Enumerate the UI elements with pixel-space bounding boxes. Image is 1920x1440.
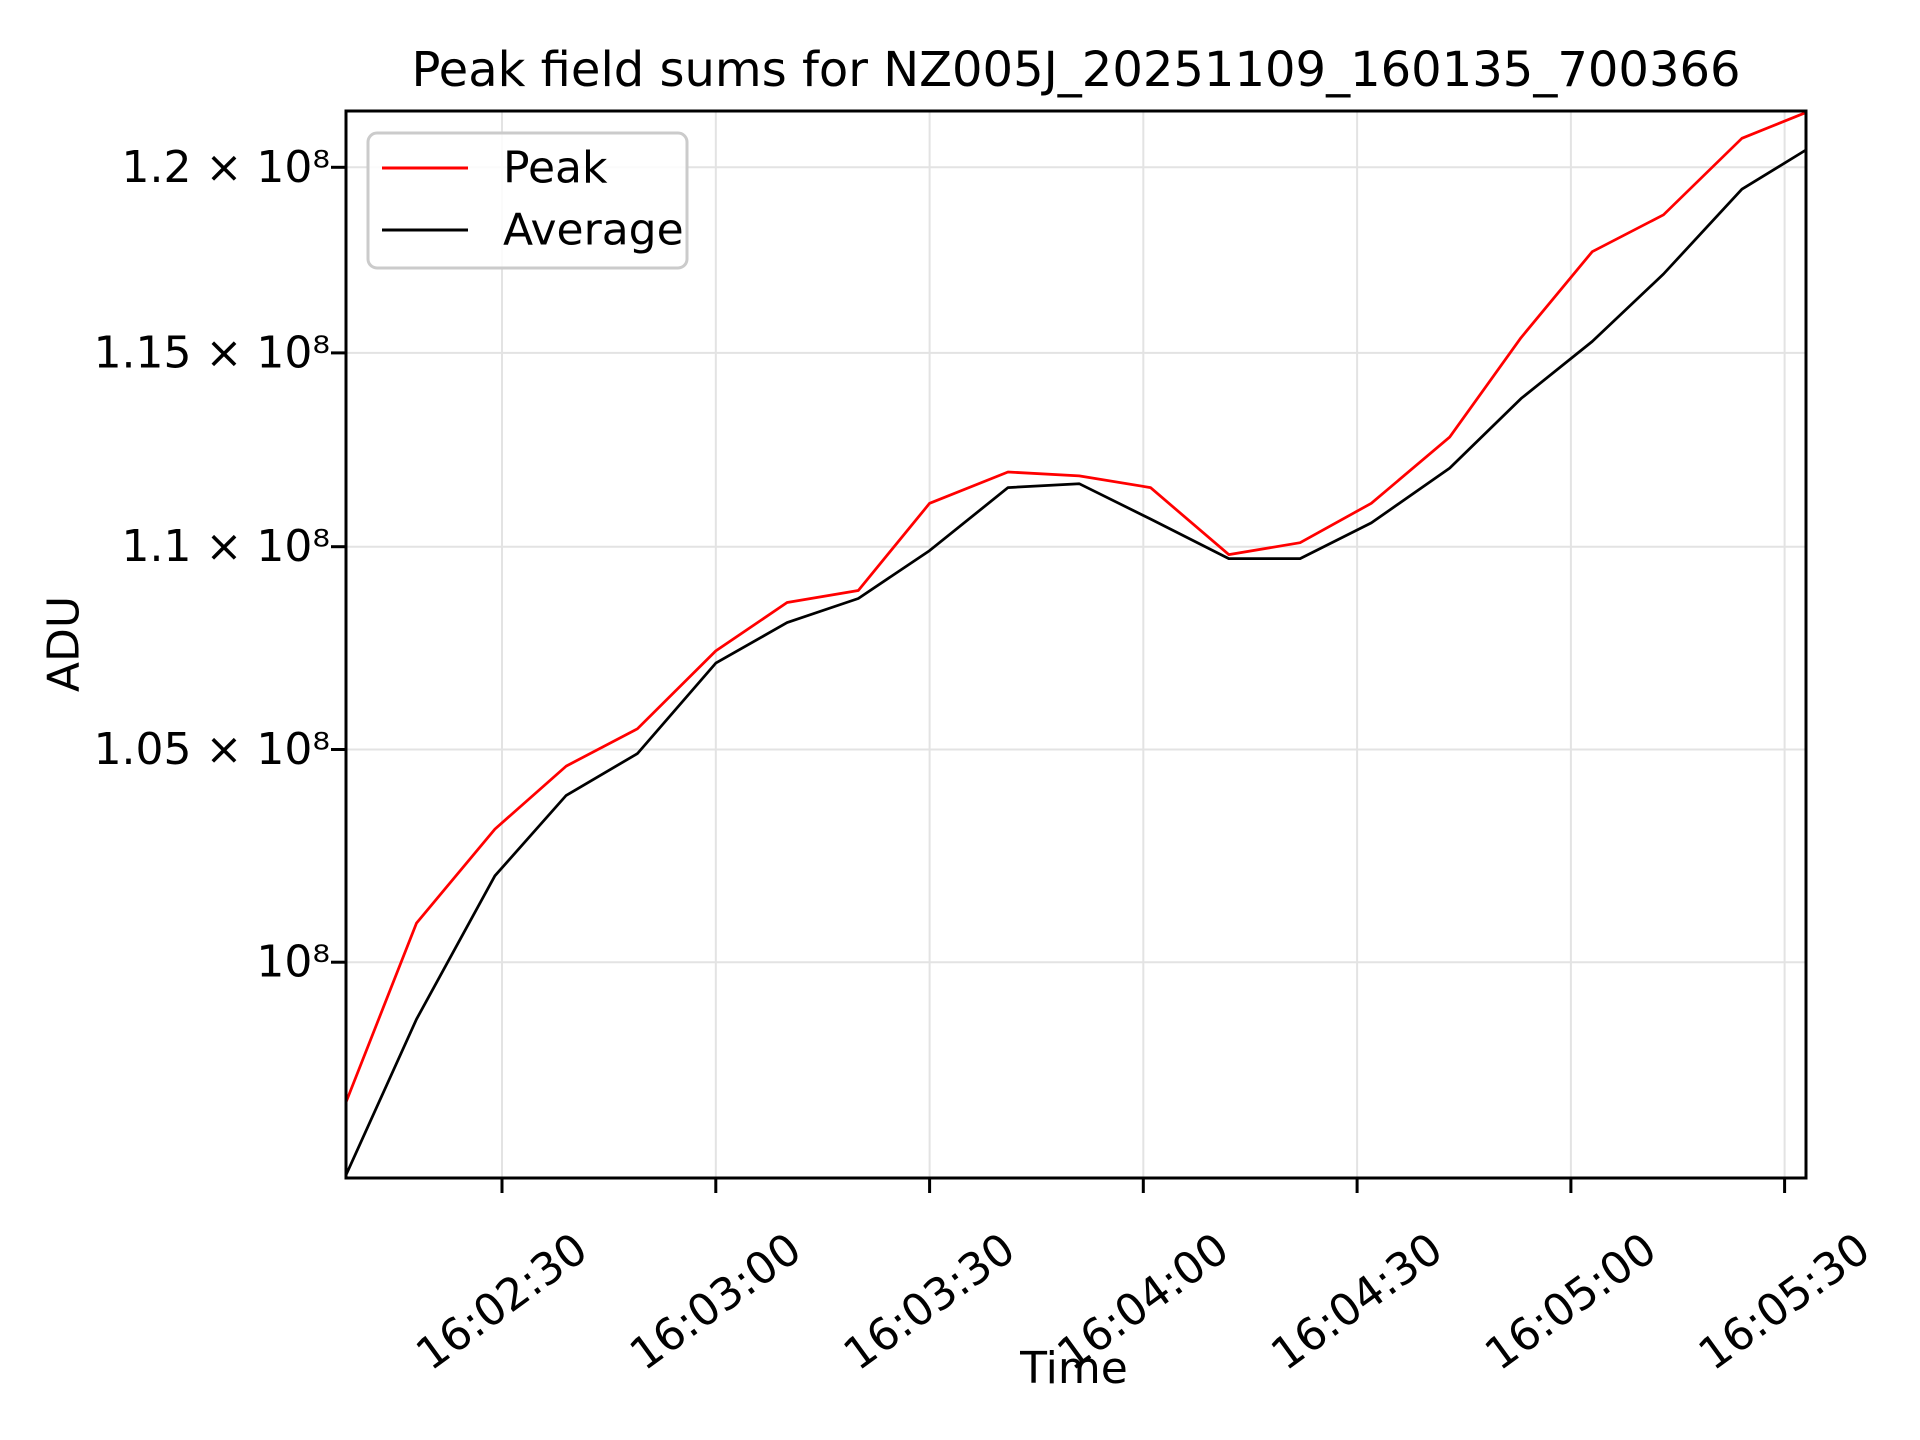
gridlines: [346, 111, 1806, 1178]
legend: Peak Average: [366, 131, 689, 270]
x-tick-label-4: 16:04:30: [1262, 1223, 1452, 1380]
y-tick-labels: 10⁸ 1.05 × 10⁸ 1.1 × 10⁸ 1.15 × 10⁸ 1.2 …: [94, 142, 330, 988]
x-tick-label-6: 16:05:30: [1690, 1223, 1880, 1380]
plot-border: [344, 109, 1808, 1180]
y-tick-label-0: 10⁸: [256, 937, 330, 988]
y-tick-label-1: 1.05 × 10⁸: [94, 724, 330, 775]
legend-label-average: Average: [503, 205, 684, 256]
series-average-line: [346, 148, 1806, 1178]
x-tick-label-0: 16:02:30: [407, 1223, 597, 1380]
legend-label-peak: Peak: [503, 143, 608, 194]
series-peak-line: [346, 111, 1806, 1105]
tick-marks: [331, 165, 1787, 1193]
y-tick-label-4: 1.2 × 10⁸: [122, 142, 330, 193]
y-axis-label: ADU: [39, 596, 90, 692]
x-tick-label-5: 16:05:00: [1476, 1223, 1666, 1380]
series-lines: [346, 111, 1806, 1178]
x-axis-label: Time: [1019, 1343, 1128, 1394]
chart-title: Peak field sums for NZ005J_20251109_1601…: [411, 42, 1740, 98]
x-tick-label-1: 16:03:00: [621, 1223, 811, 1380]
y-tick-label-3: 1.15 × 10⁸: [94, 327, 330, 378]
x-tick-label-2: 16:03:30: [835, 1223, 1025, 1380]
x-tick-labels: 16:02:30 16:03:00 16:03:30 16:04:00 16:0…: [407, 1223, 1879, 1380]
y-tick-label-2: 1.1 × 10⁸: [122, 521, 330, 572]
